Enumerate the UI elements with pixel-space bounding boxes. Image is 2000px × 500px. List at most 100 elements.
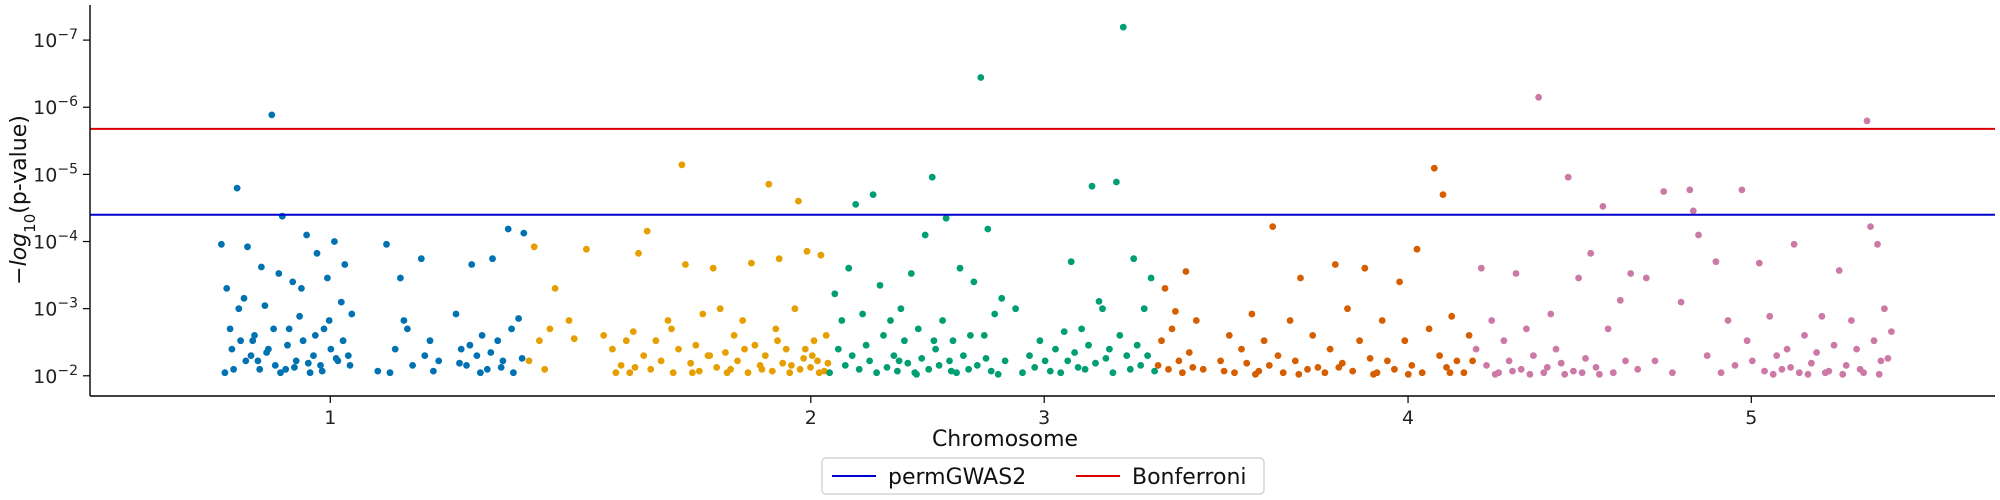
data-point	[374, 367, 382, 375]
data-point	[1773, 352, 1781, 359]
data-point	[901, 337, 908, 345]
data-point	[947, 367, 955, 375]
data-point	[1552, 345, 1560, 353]
data-point	[904, 359, 912, 367]
data-point	[546, 325, 554, 333]
data-point	[1109, 369, 1117, 377]
data-point	[730, 332, 738, 339]
data-point	[391, 345, 399, 353]
data-point	[631, 364, 639, 371]
data-point	[327, 345, 335, 353]
data-point	[1119, 23, 1127, 31]
axes: 10−7 10−6 10−5 10−4 10−3 10−2 1 2 3 4 5	[33, 5, 1995, 429]
data-point	[310, 352, 317, 359]
data-point	[1147, 274, 1155, 282]
data-point	[932, 345, 939, 353]
data-point	[845, 264, 853, 272]
y-tick-label: 10−2	[33, 363, 78, 388]
x-tick-label: 1	[324, 407, 336, 429]
data-point	[218, 240, 225, 248]
data-point	[928, 173, 936, 181]
data-point	[477, 369, 484, 377]
data-point	[435, 357, 443, 365]
data-point	[921, 231, 929, 239]
data-point	[1523, 325, 1530, 333]
data-point	[1848, 317, 1855, 324]
data-point	[254, 357, 262, 365]
data-point	[1578, 369, 1586, 377]
data-point	[1137, 362, 1145, 369]
data-point	[397, 274, 404, 282]
data-point	[1540, 369, 1548, 377]
data-point	[668, 325, 675, 333]
data-point	[1881, 305, 1888, 313]
data-point	[956, 264, 964, 272]
data-point	[1587, 249, 1595, 257]
data-point	[1304, 365, 1311, 373]
data-point	[233, 184, 241, 192]
data-point	[303, 231, 310, 239]
data-point	[831, 290, 839, 298]
data-point	[1790, 240, 1798, 248]
data-point	[463, 362, 470, 369]
data-point	[994, 370, 1002, 378]
data-point	[306, 369, 314, 377]
data-point	[277, 369, 284, 377]
data-point	[1036, 337, 1044, 345]
data-point	[699, 310, 707, 318]
data-point	[386, 369, 394, 377]
data-point	[687, 359, 694, 367]
data-point	[1189, 364, 1197, 371]
data-point	[1599, 203, 1607, 210]
data-point	[263, 349, 270, 356]
data-point	[430, 367, 437, 375]
data-point	[1151, 367, 1158, 375]
data-point	[1356, 337, 1363, 345]
data-point	[1133, 341, 1141, 349]
data-point	[657, 357, 665, 365]
data-point	[1564, 173, 1572, 181]
data-point	[1517, 365, 1525, 373]
data-point	[1361, 264, 1369, 272]
x-axis-title: Chromosome	[932, 427, 1078, 452]
data-point	[1787, 364, 1794, 371]
data-point	[223, 285, 231, 292]
data-point	[1019, 369, 1026, 377]
data-point	[824, 359, 832, 367]
data-point	[1491, 370, 1499, 378]
threshold-lines	[90, 127, 1995, 216]
data-point	[695, 367, 703, 375]
data-point	[1839, 370, 1847, 378]
data-point	[722, 349, 729, 356]
data-point	[230, 365, 238, 373]
data-point	[1092, 359, 1099, 367]
data-point	[1192, 317, 1200, 324]
data-point	[913, 370, 920, 378]
data-point	[1064, 357, 1072, 365]
data-point	[1088, 182, 1096, 190]
data-point	[800, 355, 807, 362]
data-point	[1231, 369, 1238, 377]
data-point	[1154, 362, 1162, 369]
data-point	[1813, 349, 1820, 356]
data-point	[1561, 370, 1569, 378]
data-point	[1295, 370, 1303, 378]
data-point	[1761, 367, 1768, 375]
data-point	[1286, 317, 1294, 324]
data-point	[1766, 312, 1774, 320]
data-point	[939, 317, 946, 324]
data-point	[551, 285, 559, 292]
data-point	[1835, 267, 1843, 274]
data-point	[1443, 364, 1450, 371]
data-point	[768, 367, 776, 375]
data-point	[930, 337, 938, 345]
data-point	[1874, 240, 1881, 248]
data-point	[421, 352, 429, 359]
y-tick-label: 10−7	[33, 27, 78, 52]
data-point	[1106, 345, 1113, 353]
data-point	[998, 294, 1006, 302]
data-point	[341, 261, 349, 268]
data-point	[987, 367, 995, 375]
data-point	[1877, 357, 1885, 365]
data-point	[1430, 164, 1438, 172]
